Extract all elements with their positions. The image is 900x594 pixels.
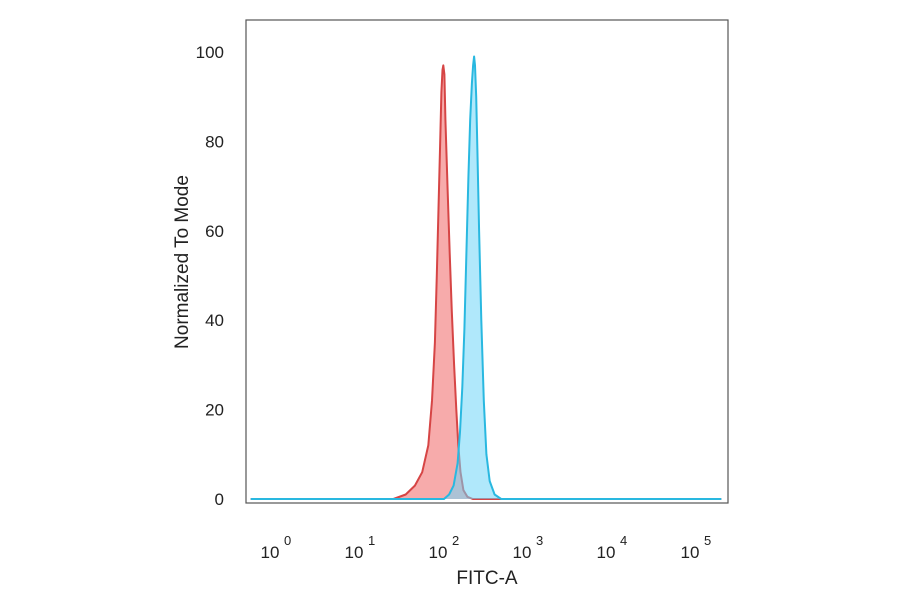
- x-tick-base: 10: [429, 543, 448, 562]
- plot-frame: [245, 19, 729, 504]
- x-tick-label-1e1: 10 1: [345, 533, 376, 562]
- x-tick-exponent: 2: [452, 533, 459, 548]
- x-tick-base: 10: [681, 543, 700, 562]
- x-tick-label-1e4: 10 4: [597, 533, 628, 562]
- x-tick-exponent: 0: [284, 533, 291, 548]
- x-tick-base: 10: [597, 543, 616, 562]
- x-tick-exponent: 3: [536, 533, 543, 548]
- y-tick-label-40: 40: [205, 311, 224, 330]
- y-tick-label-20: 20: [205, 401, 224, 420]
- x-tick-label-1e2: 10 2: [429, 533, 460, 562]
- series-2-line: [250, 55, 722, 500]
- y-axis-ticks: 0 20 40 60 80 100: [196, 43, 224, 509]
- x-tick-label-1e5: 10 5: [681, 533, 712, 562]
- x-tick-base: 10: [345, 543, 364, 562]
- x-axis-ticks: 10 0 10 1 10 2 10 3 10 4 10 5: [261, 533, 712, 562]
- y-axis-title: Normalized To Mode: [172, 175, 193, 349]
- x-axis-title: FITC-A: [456, 568, 518, 589]
- y-tick-label-80: 80: [205, 132, 224, 151]
- y-tick-label-0: 0: [215, 490, 224, 509]
- x-tick-exponent: 1: [368, 533, 375, 548]
- x-tick-label-1e3: 10 3: [513, 533, 544, 562]
- x-tick-exponent: 4: [620, 533, 627, 548]
- x-tick-exponent: 5: [704, 533, 711, 548]
- x-tick-base: 10: [261, 543, 280, 562]
- x-tick-base: 10: [513, 543, 532, 562]
- series-layer: [250, 55, 722, 500]
- y-tick-label-100: 100: [196, 43, 224, 62]
- y-tick-label-60: 60: [205, 222, 224, 241]
- x-tick-label-1e0: 10 0: [261, 533, 292, 562]
